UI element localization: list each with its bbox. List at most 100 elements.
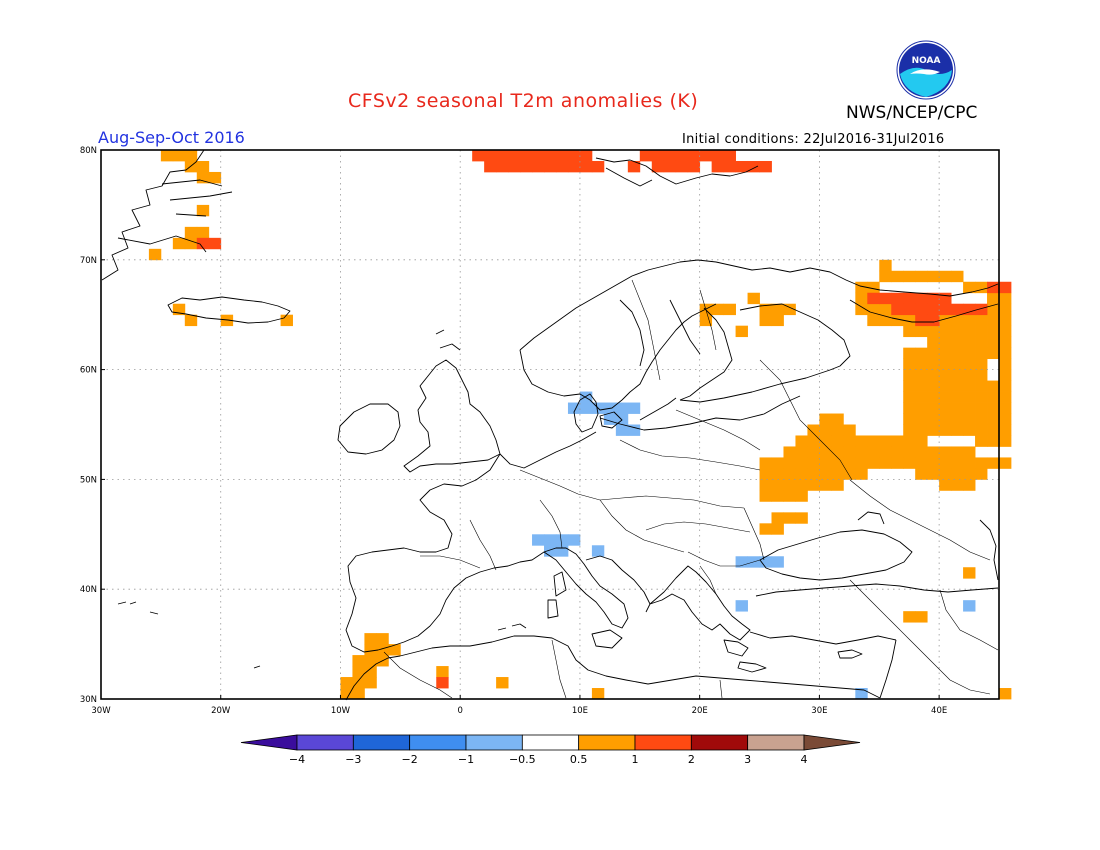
cool-anomaly-cell [615, 402, 629, 414]
warm-anomaly-cell [340, 688, 353, 700]
hot-anomaly-cell [939, 303, 952, 316]
hot-anomaly-cell [208, 237, 222, 250]
season-label: Aug-Sep-Oct 2016 [98, 128, 245, 147]
warm-anomaly-cell [939, 413, 952, 425]
warm-anomaly-cell [196, 204, 210, 217]
warm-anomaly-cell [771, 512, 784, 524]
warm-anomaly-cell [951, 314, 964, 327]
black-sea-outline [759, 529, 913, 581]
warm-anomaly-cell [963, 325, 976, 338]
colorbar-bin [634, 734, 692, 751]
warm-anomaly-cell [783, 468, 796, 480]
warm-anomaly-cell [915, 457, 928, 469]
warm-anomaly-cell [915, 402, 928, 414]
cool-anomaly-cell [567, 402, 581, 414]
warm-anomaly-cell [867, 314, 880, 327]
warm-anomaly-cell [855, 281, 868, 294]
warm-anomaly-cell [963, 457, 976, 469]
warm-anomaly-cell [807, 424, 820, 436]
warm-anomaly-cell [783, 479, 796, 491]
warm-anomaly-cell [975, 347, 988, 360]
hot-anomaly-cell [927, 292, 940, 305]
hot-anomaly-cell [891, 292, 904, 305]
warm-anomaly-cell [951, 336, 964, 349]
north-africa-coast [345, 635, 881, 701]
warm-anomaly-cell [951, 424, 964, 436]
warm-anomaly-cell [951, 413, 964, 425]
colorbar-bin [296, 734, 354, 751]
warm-anomaly-cell [999, 292, 1012, 305]
warm-anomaly-cell [364, 655, 377, 667]
colorbar-tick-label: −0.5 [509, 753, 536, 766]
warm-anomaly-cell [963, 402, 976, 414]
warm-anomaly-cell [915, 369, 928, 381]
warm-anomaly-cell [903, 402, 916, 414]
hot-anomaly-cell [939, 292, 952, 305]
hot-anomaly-cell [544, 150, 557, 162]
country-borders [383, 279, 999, 699]
hot-anomaly-cell [759, 160, 772, 173]
great-britain-outline [403, 359, 501, 473]
hot-anomaly-cell [532, 160, 545, 173]
warm-anomaly-cell [771, 490, 784, 502]
warm-anomaly-cell [759, 314, 772, 327]
lat-tick-label: 50N [80, 475, 97, 485]
hot-anomaly-cell [879, 292, 892, 305]
warm-anomaly-cell [927, 413, 940, 425]
warm-anomaly-cell [927, 402, 940, 414]
warm-anomaly-cell [915, 468, 928, 480]
warm-anomaly-cell [975, 424, 988, 436]
warm-anomaly-cell [987, 391, 1000, 403]
warm-anomaly-cell [196, 171, 210, 184]
hot-anomaly-cell [903, 292, 916, 305]
warm-anomaly-cell [867, 281, 880, 294]
cool-anomaly-cell [555, 545, 569, 557]
warm-anomaly-cell [939, 446, 952, 458]
italy-outline [543, 547, 629, 629]
warm-anomaly-cell [915, 611, 928, 623]
cool-anomaly-cell [735, 600, 748, 612]
warm-anomaly-cell [939, 336, 952, 349]
warm-anomaly-cell [927, 380, 940, 392]
warm-anomaly-cell [903, 435, 916, 447]
hot-anomaly-cell [484, 150, 497, 162]
hot-anomaly-cell [508, 160, 521, 173]
warm-anomaly-cell [759, 468, 772, 480]
warm-anomaly-cell [951, 270, 964, 283]
agency-label: NWS/NCEP/CPC [846, 103, 978, 123]
colorbar-tick-label: −1 [458, 753, 474, 766]
warm-anomaly-cell [987, 402, 1000, 414]
warm-anomaly-cell [951, 402, 964, 414]
lat-tick-label: 30N [80, 695, 97, 705]
warm-anomaly-cell [987, 314, 1000, 327]
warm-anomaly-cell [903, 413, 916, 425]
hot-anomaly-cell [639, 150, 653, 162]
warm-anomaly-cell [951, 446, 964, 458]
hot-anomaly-cell [687, 150, 701, 162]
warm-anomaly-cell [184, 160, 198, 173]
warm-anomaly-cell [903, 358, 916, 370]
colorbar-bin [690, 734, 749, 751]
warm-anomaly-cell [951, 391, 964, 403]
warm-anomaly-cell [975, 380, 988, 392]
warm-anomaly-cell [927, 358, 940, 370]
warm-anomaly-cell [352, 666, 365, 678]
warm-anomaly-cell [196, 160, 210, 173]
hot-anomaly-cell [555, 150, 569, 162]
warm-anomaly-cell [855, 457, 868, 469]
warm-anomaly-cell [903, 391, 916, 403]
warm-anomaly-cell [364, 644, 377, 656]
hot-anomaly-cell [915, 314, 928, 327]
warm-anomaly-cell [867, 457, 880, 469]
europe-west-coast [499, 431, 597, 469]
warm-anomaly-cell [172, 237, 186, 250]
colorbar-tick-label: 1 [632, 753, 639, 766]
warm-anomaly-cell [771, 314, 784, 327]
cool-anomaly-cell [615, 413, 629, 425]
warm-anomaly-cell [591, 688, 605, 700]
warm-anomaly-cell [975, 325, 988, 338]
warm-anomaly-cell [951, 457, 964, 469]
warm-anomaly-cell [987, 336, 1000, 349]
map-title: CFSv2 seasonal T2m anomalies (K) [348, 90, 699, 112]
